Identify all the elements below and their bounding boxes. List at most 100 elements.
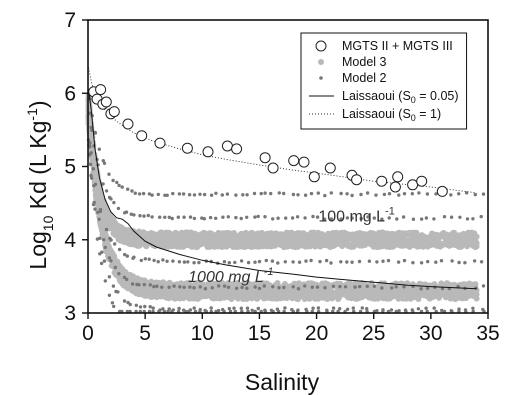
model2-point: [311, 214, 315, 219]
model2-point: [239, 306, 243, 310]
model2-point: [111, 178, 115, 183]
model2-point: [220, 193, 224, 197]
model2-point: [139, 258, 143, 263]
model2-point: [322, 217, 327, 221]
model2-point: [402, 192, 407, 196]
model2-point: [381, 259, 385, 263]
observation-point: [154, 137, 166, 149]
model2-point: [221, 215, 225, 219]
model2-point: [152, 284, 156, 289]
model2-point: [160, 285, 164, 289]
model2-point: [177, 306, 181, 311]
model2-point: [311, 306, 315, 310]
model2-point: [102, 161, 107, 165]
model2-point: [110, 301, 115, 305]
model2-point: [253, 260, 257, 264]
observation-point: [108, 106, 120, 118]
x-tick-label: 15: [248, 322, 271, 345]
model3-point: [451, 229, 458, 236]
model2-point: [338, 307, 342, 311]
model2-point: [410, 192, 414, 196]
model2-point: [109, 259, 113, 263]
model2-point: [126, 187, 130, 191]
model2-point: [217, 284, 221, 288]
model2-point: [182, 285, 186, 289]
legend-label-model2: Model 2: [342, 71, 387, 85]
x-tick-label: 30: [419, 322, 442, 345]
model2-point: [239, 259, 244, 263]
model2-point: [142, 214, 146, 218]
model2-point: [375, 260, 379, 264]
x-tick-label: 20: [305, 322, 328, 345]
model2-point: [304, 259, 308, 263]
model2-point: [203, 287, 208, 291]
model2-point: [158, 215, 162, 219]
model3-point: [439, 242, 446, 249]
model2-point: [165, 193, 169, 197]
model2-point: [424, 216, 429, 220]
model2-point: [197, 260, 201, 265]
model2-point: [161, 258, 165, 262]
model2-point: [253, 285, 257, 289]
model2-point: [283, 260, 287, 264]
model2-point: [442, 215, 447, 219]
model3-point: [374, 295, 381, 302]
y-tick-label: 6: [64, 82, 76, 105]
model2-point: [331, 284, 336, 288]
model2-point: [309, 191, 314, 196]
model2-point: [122, 299, 127, 303]
model2-point: [156, 192, 160, 197]
legend-box: [300, 32, 468, 130]
model2-point: [397, 193, 401, 197]
observation-point: [436, 185, 448, 197]
y-tick-label: 3: [64, 302, 76, 325]
model2-point: [245, 306, 250, 310]
y-label-sub: 10: [40, 215, 56, 231]
model2-point: [225, 192, 230, 196]
observation-point: [100, 96, 112, 108]
model2-point: [177, 260, 182, 264]
model2-point: [329, 191, 333, 195]
model2-point: [380, 217, 384, 221]
model2-point: [99, 261, 104, 266]
model2-point: [96, 210, 100, 214]
model2-point: [338, 284, 342, 289]
model2-point: [358, 284, 362, 289]
model2-point: [172, 284, 176, 288]
model2-point: [103, 245, 107, 250]
model2-point: [401, 215, 406, 219]
model2-point: [282, 285, 286, 290]
model2-point: [132, 255, 136, 259]
model2-point: [150, 215, 154, 219]
model2-point: [188, 215, 193, 219]
model2-point: [269, 191, 273, 196]
model2-point: [234, 286, 239, 290]
observation-point: [324, 162, 336, 174]
model2-point: [232, 306, 236, 310]
model2-point: [112, 304, 116, 309]
model2-point: [107, 293, 112, 297]
observation-point: [392, 171, 404, 183]
observation-point: [267, 162, 279, 174]
model2-point: [474, 286, 478, 290]
model3-point: [473, 295, 480, 302]
model2-point: [188, 285, 192, 289]
model2-point: [227, 306, 231, 311]
model2-point: [97, 147, 102, 151]
model2-point: [111, 284, 116, 288]
model2-point: [245, 286, 249, 290]
model2-point: [192, 216, 197, 221]
model2-point: [142, 282, 146, 287]
model2-point: [120, 185, 124, 189]
model2-point: [92, 184, 96, 188]
model2-point: [465, 217, 470, 221]
model2-point: [331, 306, 336, 310]
model2-point: [291, 192, 296, 197]
model2-point: [380, 286, 384, 290]
observation-point: [416, 175, 428, 187]
model2-point: [192, 306, 196, 310]
model2-point: [390, 286, 394, 290]
model2-point: [186, 260, 190, 264]
model2-point: [291, 260, 295, 264]
model2-point: [411, 217, 416, 221]
